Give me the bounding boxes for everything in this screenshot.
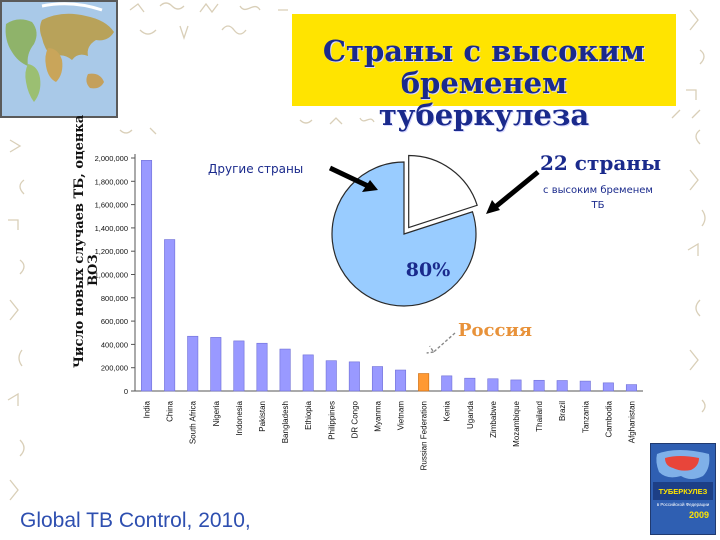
x-tick-label: Russian Federation [420,401,429,470]
y-tick-label: 200,000 [101,364,128,373]
pie-slice-other-countries [408,154,478,229]
y-tick-label: 1,800,000 [95,177,128,186]
x-tick-label: Kenia [443,400,452,421]
x-tick-label: Ethiopia [304,400,313,429]
x-tick-label: China [166,400,175,421]
bar-uganda [464,377,476,392]
y-axis-label-line-1: Число новых случаев ТБ, оценка [72,114,87,368]
x-tick-label: Nigeria [212,400,221,426]
book-title: ТУБЕРКУЛЕЗ [659,487,708,496]
x-tick-label: Zimbabwe [489,400,498,437]
x-tick-label: India [143,400,152,418]
bar-ethiopia [302,354,314,392]
bar-india [141,160,153,392]
bar-vietnam [395,369,407,392]
annotation-russia-arrow [426,332,456,354]
annotation-russia-label: Россия [458,320,532,341]
bar-china [164,239,176,392]
title-banner: Страны с высоким бременем туберкулеза [292,14,676,131]
y-tick-label: 1,200,000 [95,247,128,256]
y-tick-label: 1,400,000 [95,224,128,233]
bar-bangladesh [279,348,291,392]
y-tick-label: 1,600,000 [95,201,128,210]
arrow-22-countries-head [486,200,500,214]
bar-tanzania [579,380,591,392]
arrow-other-countries [328,165,370,189]
x-tick-label: Bangladesh [281,401,290,443]
pie-label-other: Другие страны [208,162,303,176]
bar-pakistan [256,342,268,392]
y-tick-label: 400,000 [101,340,128,349]
bar-zimbabwe [487,378,499,392]
title-line-1: Страны с высоким [322,34,646,68]
bar-mozambique [510,379,522,392]
x-tick-label: Cambodia [604,400,613,437]
bar-nigeria [210,337,222,392]
x-tick-label: Myanma [373,400,382,431]
x-tick-label: DR Congo [350,400,359,438]
y-tick-label: 2,000,000 [95,154,128,163]
y-tick-label: 0 [124,387,128,396]
book-year: 2009 [689,510,709,520]
bar-dr-congo [348,361,360,392]
bar-afghanistan [625,384,637,392]
bar-brazil [556,380,568,392]
x-tick-label: Brazil [558,401,567,421]
bar-russian-federation [418,373,430,392]
y-tick-label: 1,000,000 [95,271,128,280]
arrow-22-countries [492,170,540,210]
x-tick-label: Philippines [327,401,336,440]
x-tick-label: Uganda [466,400,475,429]
x-tick-label: Tanzania [581,400,590,433]
x-tick-label: Vietnam [397,401,406,431]
y-tick-label: 600,000 [101,317,128,326]
x-tick-label: South Africa [189,400,198,444]
bar-kenia [441,375,453,392]
bar-philippines [325,360,337,392]
title-line-2: бременем туберкулеза [378,66,590,132]
x-tick-label: Afghanistan [627,401,636,443]
pie-data-label: 80% [406,259,451,281]
pie-label-22-title: 22 страны [540,151,661,175]
arrow-other-countries-head [362,180,378,192]
x-tick-label: Pakistan [258,401,267,432]
bar-indonesia [233,340,245,392]
world-map-image [0,0,118,118]
y-tick-label: 800,000 [101,294,128,303]
x-tick-label: Mozambique [512,400,521,446]
x-tick-label: Indonesia [235,400,244,435]
bar-south-africa [187,335,199,392]
source-citation: Global TB Control, 2010, [20,509,251,532]
x-tick-label: Thailand [535,401,544,432]
book-subtitle: в Российской Федерации [657,501,710,507]
pie-label-22-sub1: с высоким бременем [543,185,653,196]
bar-thailand [533,379,545,392]
pie-label-22-sub2: ТБ [591,200,605,211]
y-axis-label-line-2: ВОЗ [86,254,101,286]
bar-cambodia [602,382,614,392]
bar-myanma [371,366,383,392]
tb-report-book-cover: ТУБЕРКУЛЕЗ в Российской Федерации 2009 [650,443,716,535]
